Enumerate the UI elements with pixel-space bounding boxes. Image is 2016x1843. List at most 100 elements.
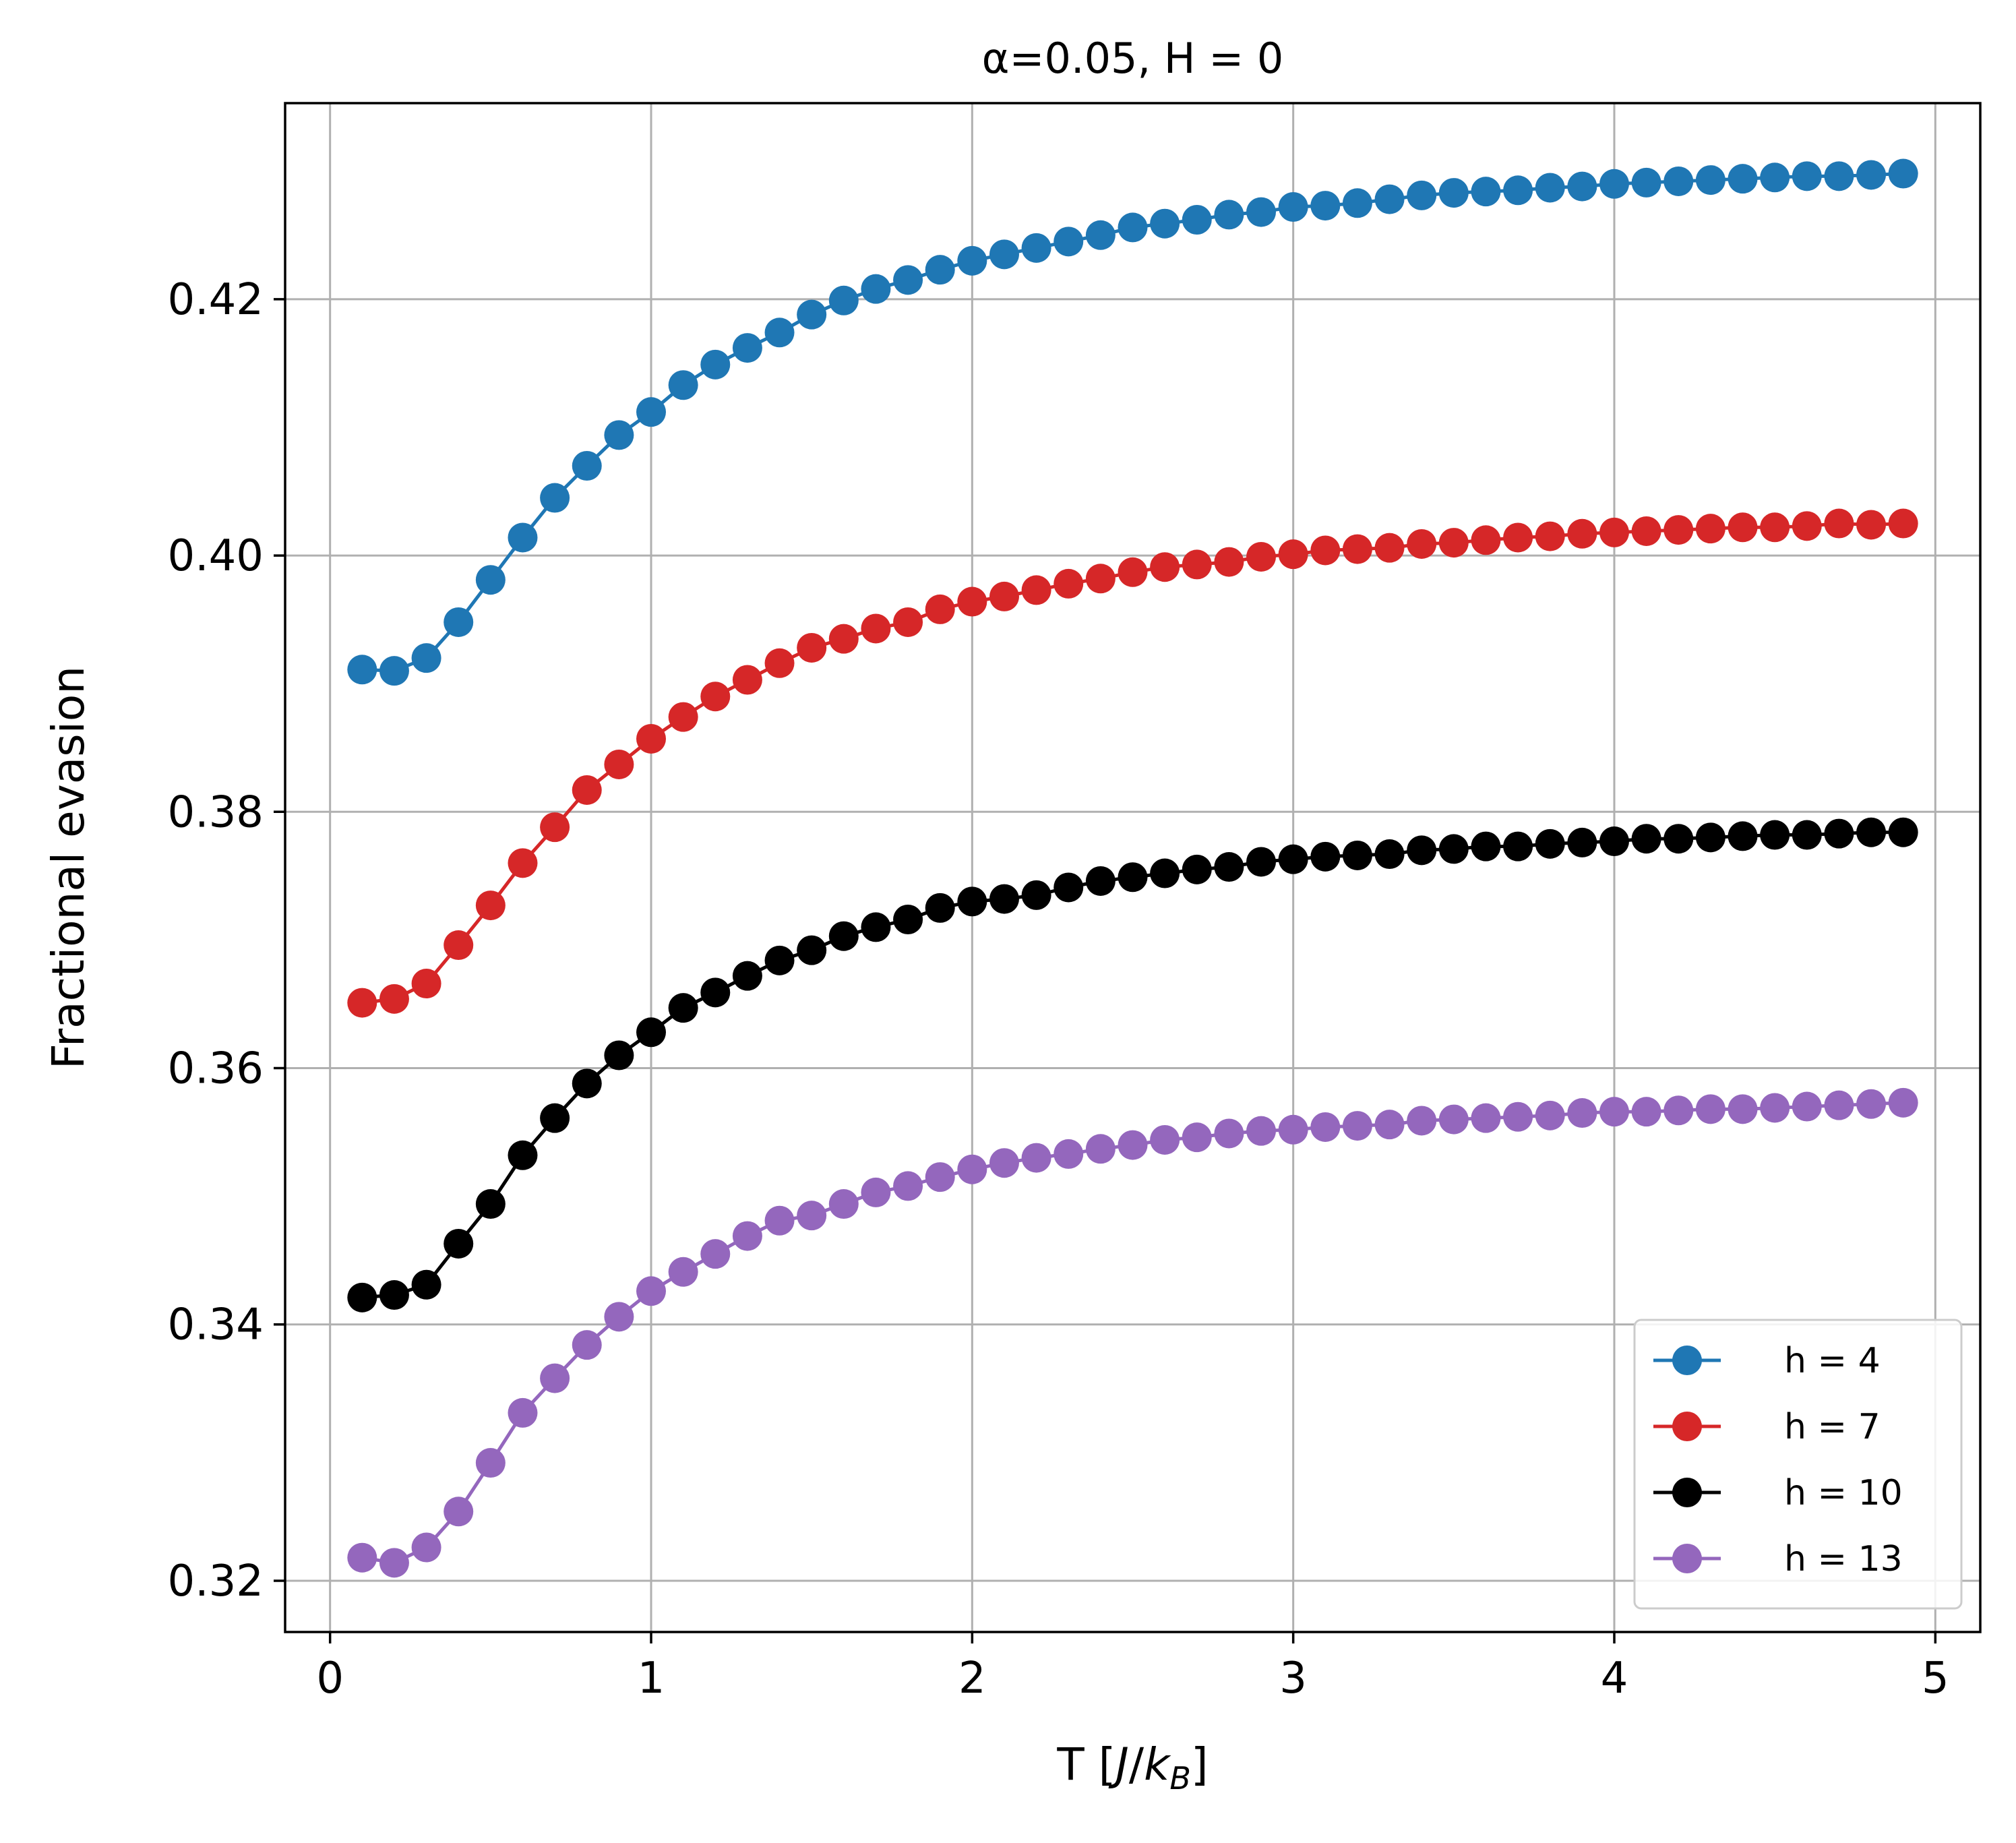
data-point [508,522,538,553]
data-point [1599,517,1629,547]
data-point [957,586,987,617]
x-axis-label-slash: / [1129,1739,1144,1790]
data-point [1824,161,1854,191]
data-point [1888,508,1918,539]
data-point [379,984,409,1014]
data-point [1053,568,1084,599]
data-point [861,912,891,942]
data-point [1214,852,1244,882]
data-point [1278,844,1308,874]
x-axis-label-subscript: B [1169,1760,1191,1796]
data-point [411,1532,441,1563]
data-point [893,265,923,295]
data-point [1021,575,1051,605]
data-point [668,702,698,732]
plot-frame [284,102,1982,1633]
data-point [1760,162,1790,193]
data-point [700,349,731,380]
data-point [1214,1118,1244,1149]
series-1 [347,158,1918,686]
data-point [1182,854,1212,884]
data-point [957,245,987,276]
data-point [347,1282,377,1312]
data-point [347,988,377,1018]
data-point [764,648,795,678]
data-point [1438,528,1469,558]
data-point [989,1148,1019,1178]
data-point [700,682,731,712]
data-point [1663,1095,1694,1126]
x-tick-label: 3 [1279,1654,1307,1703]
data-point [1246,197,1277,227]
data-point [668,993,698,1023]
legend-entry: h = 4 [1653,1341,1881,1381]
data-point [1407,1106,1437,1136]
data-point [1278,191,1308,222]
data-point [861,613,891,644]
data-point [1760,820,1790,850]
y-tick-label: 0.40 [168,531,264,581]
data-point [1021,880,1051,910]
chart-title: α=0.05, H = 0 [982,34,1284,83]
data-point [347,655,377,685]
data-point [411,1269,441,1300]
data-point [1310,535,1341,566]
data-point [797,299,827,330]
data-point [668,370,698,400]
data-point [1085,564,1116,594]
data-point [1342,840,1372,870]
data-point [893,904,923,934]
data-point [636,397,667,427]
data-point [893,1171,923,1201]
legend-label: h = 10 [1784,1473,1903,1513]
legend-label: h = 4 [1784,1341,1881,1381]
data-point [508,1140,538,1170]
data-point [1246,847,1277,877]
x-axis-label: T [J/kB] [1056,1739,1208,1796]
data-point [1182,204,1212,235]
data-point [1567,518,1597,549]
data-point [1760,512,1790,543]
data-point [379,1548,409,1578]
data-point [1374,1110,1405,1140]
data-point [668,1257,698,1287]
data-point [1792,511,1822,541]
data-point [1631,516,1661,546]
legend-entry: h = 7 [1653,1407,1881,1447]
data-point [636,723,667,754]
data-point [1535,521,1565,551]
data-point [1150,858,1180,888]
data-point [572,451,602,481]
data-point [828,285,859,315]
data-point [1663,824,1694,854]
data-point [700,1239,731,1269]
data-point [540,1103,570,1133]
legend-box [1633,1319,1963,1610]
data-point [1856,1089,1887,1119]
data-point [1663,515,1694,545]
data-point [1503,175,1533,206]
data-point [1438,834,1469,864]
data-point [540,812,570,843]
data-point [1053,226,1084,257]
y-tick-label: 0.36 [168,1044,264,1094]
data-point [540,1363,570,1393]
data-point [1888,1087,1918,1118]
data-point [1631,167,1661,198]
data-point [1503,831,1533,862]
data-point [1888,817,1918,847]
y-tick-label: 0.34 [168,1300,264,1350]
data-point [1663,166,1694,196]
data-point [1182,1122,1212,1153]
data-point [1021,233,1051,263]
data-point [475,1189,506,1219]
data-point [1471,1103,1501,1133]
y-tick-label: 0.38 [168,787,264,837]
data-point [411,969,441,999]
y-axis-label: Fractional evasion [42,666,94,1069]
y-tick-label: 0.42 [168,275,264,325]
data-point [444,607,474,637]
data-point [861,274,891,304]
data-point [1342,1111,1372,1141]
